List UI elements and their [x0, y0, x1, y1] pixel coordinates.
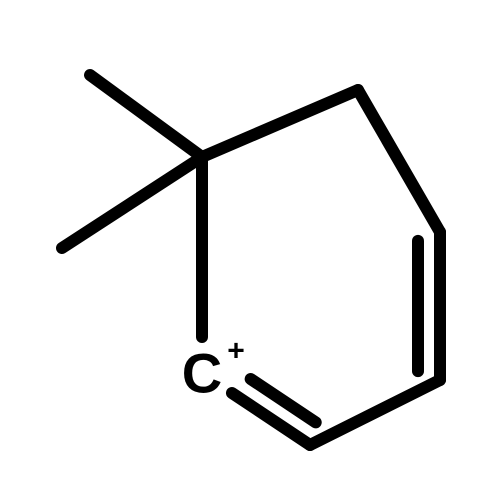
bond — [310, 380, 440, 445]
bond — [90, 75, 202, 157]
bonds-layer — [62, 75, 440, 445]
bond — [232, 393, 310, 445]
bond — [202, 90, 358, 157]
bond — [62, 157, 202, 248]
atom-label-c1_cation: C — [182, 342, 222, 405]
bond — [358, 90, 440, 232]
charge-label-c1_cation: + — [227, 335, 245, 368]
molecule-canvas: C+ — [0, 0, 500, 500]
